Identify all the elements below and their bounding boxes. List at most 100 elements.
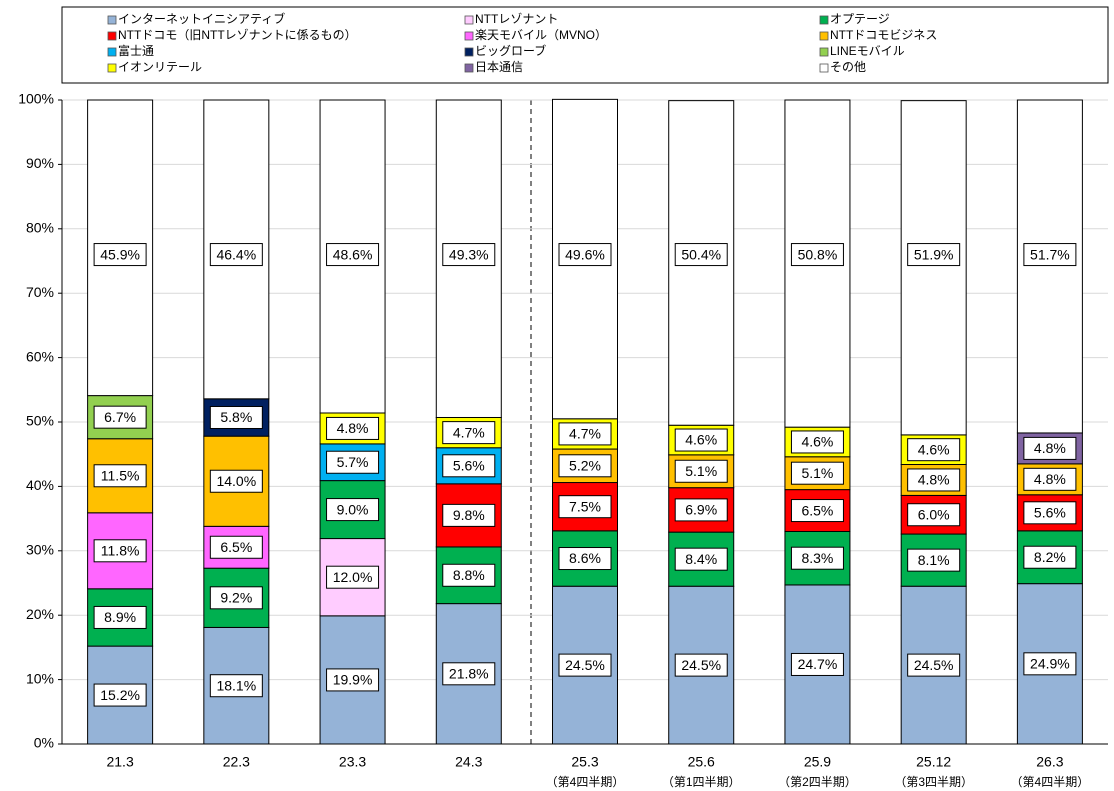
data-label: 4.7% — [569, 426, 601, 442]
data-label: 5.6% — [1034, 505, 1066, 521]
data-label: 24.7% — [798, 656, 838, 672]
data-label-box — [442, 503, 496, 527]
x-tick-label: 23.3 — [339, 754, 366, 770]
data-label-box — [558, 454, 612, 478]
x-tick-sublabel: （第3四半期） — [894, 775, 973, 789]
legend-label: LINEモバイル — [830, 44, 905, 58]
legend-label: NTTレゾナント — [475, 12, 558, 26]
data-label: 5.1% — [801, 465, 833, 481]
data-label: 24.5% — [914, 657, 954, 673]
y-tick-label: 40% — [26, 477, 54, 493]
data-label-box — [907, 243, 961, 267]
data-label: 45.9% — [100, 246, 140, 262]
y-tick-label: 60% — [26, 348, 54, 364]
data-label: 49.6% — [565, 246, 605, 262]
x-tick-label: 26.3 — [1036, 754, 1063, 770]
x-tick-label: 25.9 — [804, 754, 831, 770]
x-tick-label: 25.3 — [571, 754, 598, 770]
legend-swatch — [107, 63, 117, 73]
y-tick-label: 50% — [26, 413, 54, 429]
data-label-box — [326, 416, 380, 440]
legend-swatch — [819, 31, 829, 41]
data-label-box — [442, 563, 496, 587]
data-label: 8.8% — [453, 567, 485, 583]
y-tick-label: 70% — [26, 284, 54, 300]
legend-label: NTTドコモ（旧NTTレゾナントに係るもの） — [118, 28, 357, 42]
data-label-box — [1023, 467, 1077, 491]
y-tick-label: 0% — [34, 735, 54, 751]
x-tick-label: 24.3 — [455, 754, 482, 770]
data-label-box — [674, 653, 728, 677]
data-label: 5.1% — [685, 463, 717, 479]
data-label: 4.6% — [685, 432, 717, 448]
x-tick-sublabel: （第4四半期） — [546, 775, 625, 789]
data-label: 4.6% — [918, 441, 950, 457]
data-label-box — [209, 674, 263, 698]
legend-swatch — [464, 31, 474, 41]
data-label: 6.0% — [918, 506, 950, 522]
data-label: 4.8% — [337, 420, 369, 436]
legend-label: 日本通信 — [475, 60, 523, 74]
data-label: 15.2% — [100, 687, 140, 703]
data-label: 24.9% — [1030, 656, 1070, 672]
data-label-box — [209, 243, 263, 267]
legend-swatch — [107, 47, 117, 57]
legend-swatch — [464, 63, 474, 73]
data-label: 4.8% — [918, 472, 950, 488]
data-label: 9.2% — [220, 590, 252, 606]
data-label-box — [209, 586, 263, 610]
x-tick-sublabel: （第2四半期） — [778, 775, 857, 789]
data-label-box — [93, 243, 147, 267]
legend-swatch — [819, 63, 829, 73]
data-label-box — [442, 662, 496, 686]
data-label: 11.5% — [101, 467, 140, 483]
data-label-box — [93, 605, 147, 629]
data-label: 5.8% — [220, 409, 252, 425]
data-label-box — [674, 243, 728, 267]
legend-swatch — [464, 47, 474, 57]
legend-box — [61, 6, 1109, 84]
data-label-box — [674, 428, 728, 452]
data-label-box — [1023, 501, 1077, 525]
data-label-box — [1023, 243, 1077, 267]
data-label: 9.0% — [337, 501, 369, 517]
data-label: 14.0% — [216, 473, 256, 489]
data-label: 4.8% — [1034, 440, 1066, 456]
data-label: 6.7% — [104, 409, 136, 425]
data-label: 50.4% — [681, 246, 721, 262]
data-label: 48.6% — [333, 246, 373, 262]
data-label: 6.5% — [220, 539, 252, 555]
data-label-box — [558, 243, 612, 267]
y-tick-label: 30% — [26, 542, 54, 558]
legend-label: 楽天モバイル（MVNO） — [475, 28, 607, 42]
data-label-box — [326, 450, 380, 474]
data-label: 4.7% — [453, 424, 485, 440]
data-label-box — [790, 652, 844, 676]
legend-label: NTTドコモビジネス — [830, 28, 937, 42]
data-label-box — [1023, 545, 1077, 569]
data-label: 24.5% — [565, 657, 605, 673]
y-tick-label: 100% — [18, 91, 54, 107]
legend-swatch — [464, 15, 474, 25]
data-label-box — [907, 503, 961, 527]
data-label: 8.2% — [1034, 549, 1066, 565]
data-label: 8.3% — [801, 550, 833, 566]
data-label: 6.9% — [685, 502, 717, 518]
x-tick-label: 25.6 — [688, 754, 715, 770]
data-label: 5.6% — [453, 457, 485, 473]
data-label-box — [442, 454, 496, 478]
data-label-box — [558, 547, 612, 571]
data-label-box — [790, 430, 844, 454]
legend-label: オプテージ — [830, 12, 890, 26]
data-label-box — [907, 468, 961, 492]
legend-label: その他 — [830, 60, 866, 74]
y-tick-label: 10% — [26, 670, 54, 686]
legend-swatch — [107, 31, 117, 41]
data-label-box — [558, 495, 612, 519]
data-label: 8.6% — [569, 550, 601, 566]
data-label-box — [1023, 436, 1077, 460]
data-label-box — [674, 459, 728, 483]
legend-swatch — [819, 15, 829, 25]
data-label: 4.6% — [801, 434, 833, 450]
